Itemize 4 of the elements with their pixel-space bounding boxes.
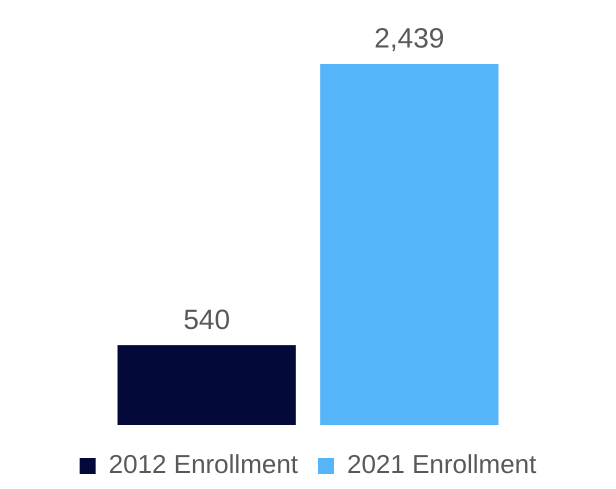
data-label: 540	[183, 304, 230, 335]
data-label: 2,439	[374, 22, 444, 54]
legend-label: 2021 Enrollment	[347, 449, 538, 480]
legend-label: 2012 Enrollment	[108, 449, 299, 480]
